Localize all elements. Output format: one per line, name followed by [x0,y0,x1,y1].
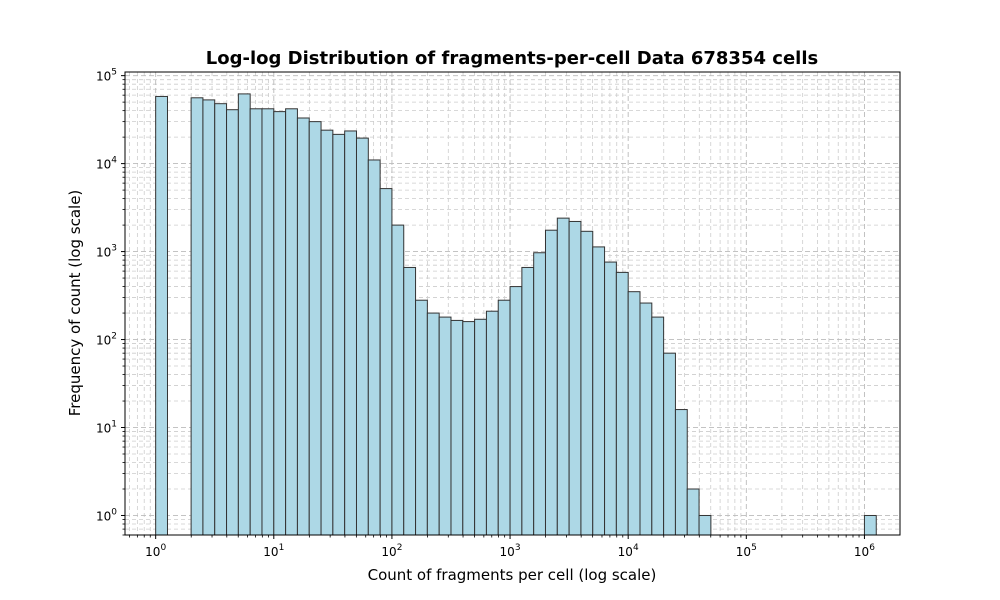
histogram-bar [533,252,546,536]
histogram-bar [426,312,440,536]
histogram-bar [521,266,535,536]
histogram-bar [296,117,310,536]
chart-title: Log-log Distribution of fragments-per-ce… [206,48,818,69]
plot-frame [124,71,901,536]
y-tick-label: 100 [96,507,117,523]
histogram-bar [474,318,487,536]
plot-area: 100 101 102 103 104 105 106 100 101 102 103 104 105 [96,68,901,559]
x-tick-label: 106 [854,543,875,559]
histogram-bar [615,271,629,536]
y-axis-label: Frequency of count (log scale) [66,190,84,417]
histogram-bar [403,266,417,536]
histogram-bar [568,220,582,536]
x-tick-label: 105 [736,543,757,559]
histogram-bar [663,352,676,536]
y-tick-label: 105 [96,68,117,84]
histogram-bar [226,109,239,536]
x-axis-label: Count of fragments per cell (log scale) [368,566,657,584]
histogram-bar [592,246,606,536]
histogram-bar [249,108,263,536]
x-tick-label: 100 [145,543,166,559]
histogram-bar [391,224,405,536]
x-tick-label: 101 [263,543,284,559]
histogram-bar [355,137,369,536]
y-tick-label: 101 [96,420,117,436]
histogram-bar [214,103,228,536]
histogram-bar [556,217,570,536]
histogram-bar [509,286,523,536]
histogram-bar [462,321,476,536]
histogram-bar [308,121,322,536]
x-axis-ticks: 100 101 102 103 104 105 106 [129,535,875,559]
histogram-bar [604,261,617,536]
y-tick-label: 104 [96,156,117,172]
histogram-bar [344,130,357,536]
histogram-bar [379,188,393,536]
histogram-bar [863,514,877,536]
histogram-bar [698,514,712,536]
histogram-bar [639,302,653,536]
y-axis-ticks: 100 101 102 103 104 105 [96,68,125,536]
histogram-bar [190,97,204,536]
histogram-bar [367,159,381,536]
histogram-bar [450,319,464,536]
histogram-bar [674,409,688,536]
histogram-bar [237,93,251,536]
x-tick-label: 104 [618,543,639,559]
histogram-bar [415,299,428,536]
histogram-bar [485,310,499,536]
x-tick-label: 103 [500,543,521,559]
histogram-bar [651,316,665,536]
histogram-bar [497,299,511,536]
histogram-bar [686,488,700,536]
histogram-bar [155,95,168,536]
histogram-bar [580,230,594,536]
x-tick-label: 102 [381,543,402,559]
histogram-bar [273,111,287,536]
y-tick-label: 103 [96,244,117,260]
histogram-bar [544,229,558,536]
y-tick-label: 102 [96,332,117,348]
histogram-bar [332,133,346,536]
histogram-bar [202,99,216,536]
histogram-bar [627,291,641,536]
histogram-bar [261,108,275,536]
histogram-bar [438,316,452,536]
histogram-bar [285,108,298,536]
histogram-bar [320,129,334,536]
